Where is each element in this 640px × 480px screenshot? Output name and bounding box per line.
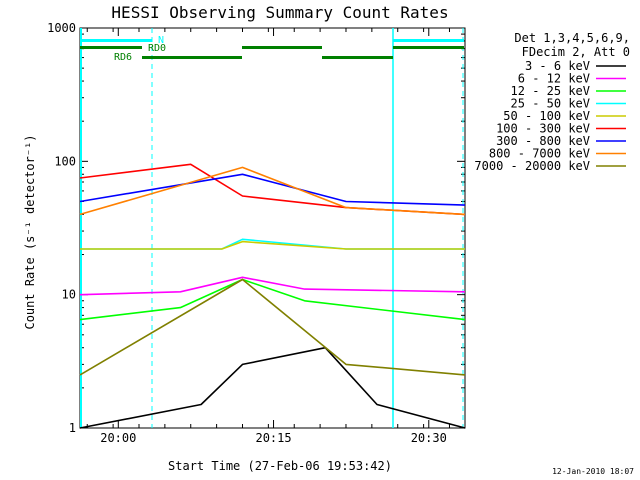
y-tick-label: 1000 [47, 21, 76, 35]
legend-label: 25 - 50 keV [511, 97, 590, 111]
x-tick-label: 20:30 [411, 431, 447, 445]
annotation-n: N [158, 35, 164, 46]
series-line-2 [79, 278, 466, 321]
series-line-7 [79, 166, 466, 216]
overlay-bar-rd6b [322, 56, 393, 59]
legend-label: 50 - 100 keV [503, 109, 590, 123]
overlay-bar-rd0b [242, 46, 322, 49]
annotation-rd0: RD0 [148, 43, 166, 54]
x-tick-label: 20:00 [100, 431, 136, 445]
overlay-bar-n1 [80, 39, 152, 42]
overlay-bar-n2 [393, 39, 464, 42]
legend-label: 3 - 6 keV [525, 59, 590, 73]
legend-label: 7000 - 20000 keV [474, 159, 590, 173]
plot-area [79, 27, 466, 429]
legend-label: 12 - 25 keV [511, 84, 590, 98]
x-tick-label: 20:15 [255, 431, 291, 445]
legend-label: 800 - 7000 keV [489, 147, 590, 161]
x-axis-label: Start Time (27-Feb-06 19:53:42) [168, 459, 392, 473]
series-line-0 [79, 346, 466, 429]
chart-title: HESSI Observing Summary Count Rates [111, 3, 448, 22]
footer-timestamp: 12-Jan-2010 18:07 [552, 467, 634, 476]
legend: Det 1,3,4,5,6,9,FDecim 2, Att 03 - 6 keV… [474, 31, 630, 173]
y-axis-label: Count Rate (s⁻¹ detector⁻¹) [23, 134, 37, 329]
legend-label: 6 - 12 keV [518, 72, 590, 86]
series-line-8 [79, 278, 466, 376]
overlay-bar-rd0 [80, 46, 142, 49]
legend-header-line: FDecim 2, Att 0 [522, 45, 630, 59]
annotation-rd6: RD6 [114, 52, 132, 63]
overlay-bar-rd0c [393, 46, 464, 49]
legend-label: 100 - 300 keV [496, 122, 590, 136]
y-tick-label: 10 [62, 288, 76, 302]
series-line-1 [79, 276, 466, 296]
y-tick-label: 1 [69, 421, 76, 435]
x-axis-ticks: 20:00 20:15 20:30 [86, 28, 450, 445]
series-line-5 [79, 163, 466, 216]
series-line-4 [80, 240, 465, 250]
plot-frame [79, 27, 466, 429]
legend-label: 300 - 800 keV [496, 134, 590, 148]
overlay-bar-rd6a [142, 56, 242, 59]
series-lines [79, 163, 466, 429]
y-axis-ticks: 1 10 100 1000 [47, 21, 465, 435]
legend-header-line: Det 1,3,4,5,6,9, [514, 31, 630, 45]
y-tick-label: 100 [54, 154, 76, 168]
